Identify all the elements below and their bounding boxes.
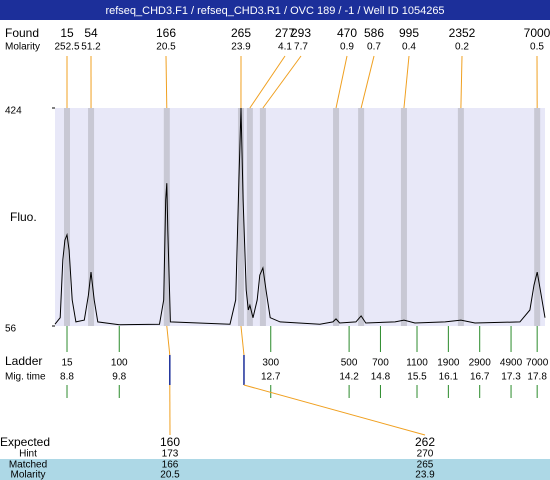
found-molarity: 23.9 <box>231 42 251 53</box>
found-molarity: 252.5 <box>54 42 79 53</box>
ladder-time: 16.1 <box>439 372 459 383</box>
found-size: 7000 <box>524 26 550 40</box>
peak-stripe <box>534 108 541 326</box>
ladder-size: 500 <box>341 358 358 369</box>
ladder-time: 16.7 <box>470 372 490 383</box>
molarity-label: Molarity <box>5 42 40 53</box>
ladder-time: 9.8 <box>112 372 126 383</box>
found-molarity: 0.7 <box>367 42 381 53</box>
peak-connector <box>335 55 348 109</box>
y-tick-label: 424 <box>5 106 22 117</box>
peak-connector <box>403 55 410 109</box>
found-size: 277 <box>275 26 295 40</box>
found-molarity: 0.2 <box>455 42 469 53</box>
found-size: 2352 <box>449 26 476 40</box>
peak-stripe <box>163 108 170 326</box>
ladder-size: 1100 <box>406 358 428 369</box>
ladder-size: 300 <box>262 358 279 369</box>
peak-stripe <box>88 108 95 326</box>
ladder-time: 17.3 <box>501 372 521 383</box>
found-molarity: 0.4 <box>402 42 416 53</box>
ladder-size: 4900 <box>500 358 523 369</box>
ladder-size: 700 <box>372 358 389 369</box>
peak-connector <box>262 55 302 109</box>
exp-molarity-label: Molarity <box>10 470 45 480</box>
time-label: Mig. time <box>5 372 46 383</box>
matched-molarity: 20.5 <box>160 470 180 480</box>
found-size: 15 <box>60 26 74 40</box>
title-bar <box>0 0 550 20</box>
matched-label: Matched <box>9 460 47 471</box>
found-size: 293 <box>291 26 311 40</box>
peak-stripe <box>246 108 253 326</box>
matched-molarity: 23.9 <box>415 470 435 480</box>
found-size: 586 <box>364 26 384 40</box>
found-molarity: 7.7 <box>294 42 308 53</box>
plot-area <box>55 108 545 326</box>
matched-size: 265 <box>417 460 434 471</box>
ladder-time: 14.8 <box>371 372 391 383</box>
peak-connector <box>460 55 463 109</box>
hint-label: Hint <box>19 449 37 460</box>
hint-size: 270 <box>417 449 434 460</box>
ladder-label: Ladder <box>5 354 42 368</box>
peak-stripe <box>259 108 266 326</box>
ladder-size: 2900 <box>469 358 492 369</box>
found-molarity: 0.5 <box>530 42 544 53</box>
found-size: 54 <box>84 26 98 40</box>
found-molarity: 0.9 <box>340 42 354 53</box>
trace <box>54 107 546 326</box>
ladder-time: 12.7 <box>261 372 281 383</box>
found-size: 265 <box>231 26 251 40</box>
match-connector <box>166 325 171 356</box>
matched-band <box>0 459 550 480</box>
found-molarity: 4.1 <box>278 42 292 53</box>
found-molarity: 51.2 <box>81 42 101 53</box>
found-label: Found <box>5 26 39 40</box>
matched-size: 166 <box>162 460 179 471</box>
peak-stripe <box>237 108 244 326</box>
ladder-size: 15 <box>61 358 73 369</box>
found-size: 995 <box>399 26 419 40</box>
ladder-time: 17.8 <box>527 372 547 383</box>
expected-size: 262 <box>415 435 435 449</box>
found-size: 470 <box>337 26 357 40</box>
ladder-size: 1900 <box>437 358 460 369</box>
match-connector <box>240 325 245 356</box>
ladder-size: 7000 <box>526 358 549 369</box>
peak-connector <box>360 55 375 109</box>
found-molarity: 20.5 <box>156 42 176 53</box>
found-size: 166 <box>156 26 176 40</box>
match-connector <box>243 384 426 436</box>
peak-stripe <box>358 108 365 326</box>
peak-stripe <box>333 108 340 326</box>
ladder-time: 8.8 <box>60 372 74 383</box>
expected-label: Expected <box>0 435 50 449</box>
hint-size: 173 <box>162 449 179 460</box>
ladder-time: 14.2 <box>339 372 359 383</box>
peak-stripe <box>64 108 71 326</box>
ladder-size: 100 <box>111 358 128 369</box>
ladder-time: 15.5 <box>407 372 427 383</box>
peak-stripe <box>400 108 407 326</box>
peak-connector <box>165 55 168 109</box>
y-tick-label: 56 <box>5 324 17 335</box>
title: refseq_CHD3.F1 / refseq_CHD3.R1 / OVC 18… <box>105 5 444 17</box>
peak-stripe <box>457 108 464 326</box>
y-label: Fluo. <box>10 210 37 224</box>
expected-size: 160 <box>160 435 180 449</box>
peak-connector <box>249 55 286 109</box>
